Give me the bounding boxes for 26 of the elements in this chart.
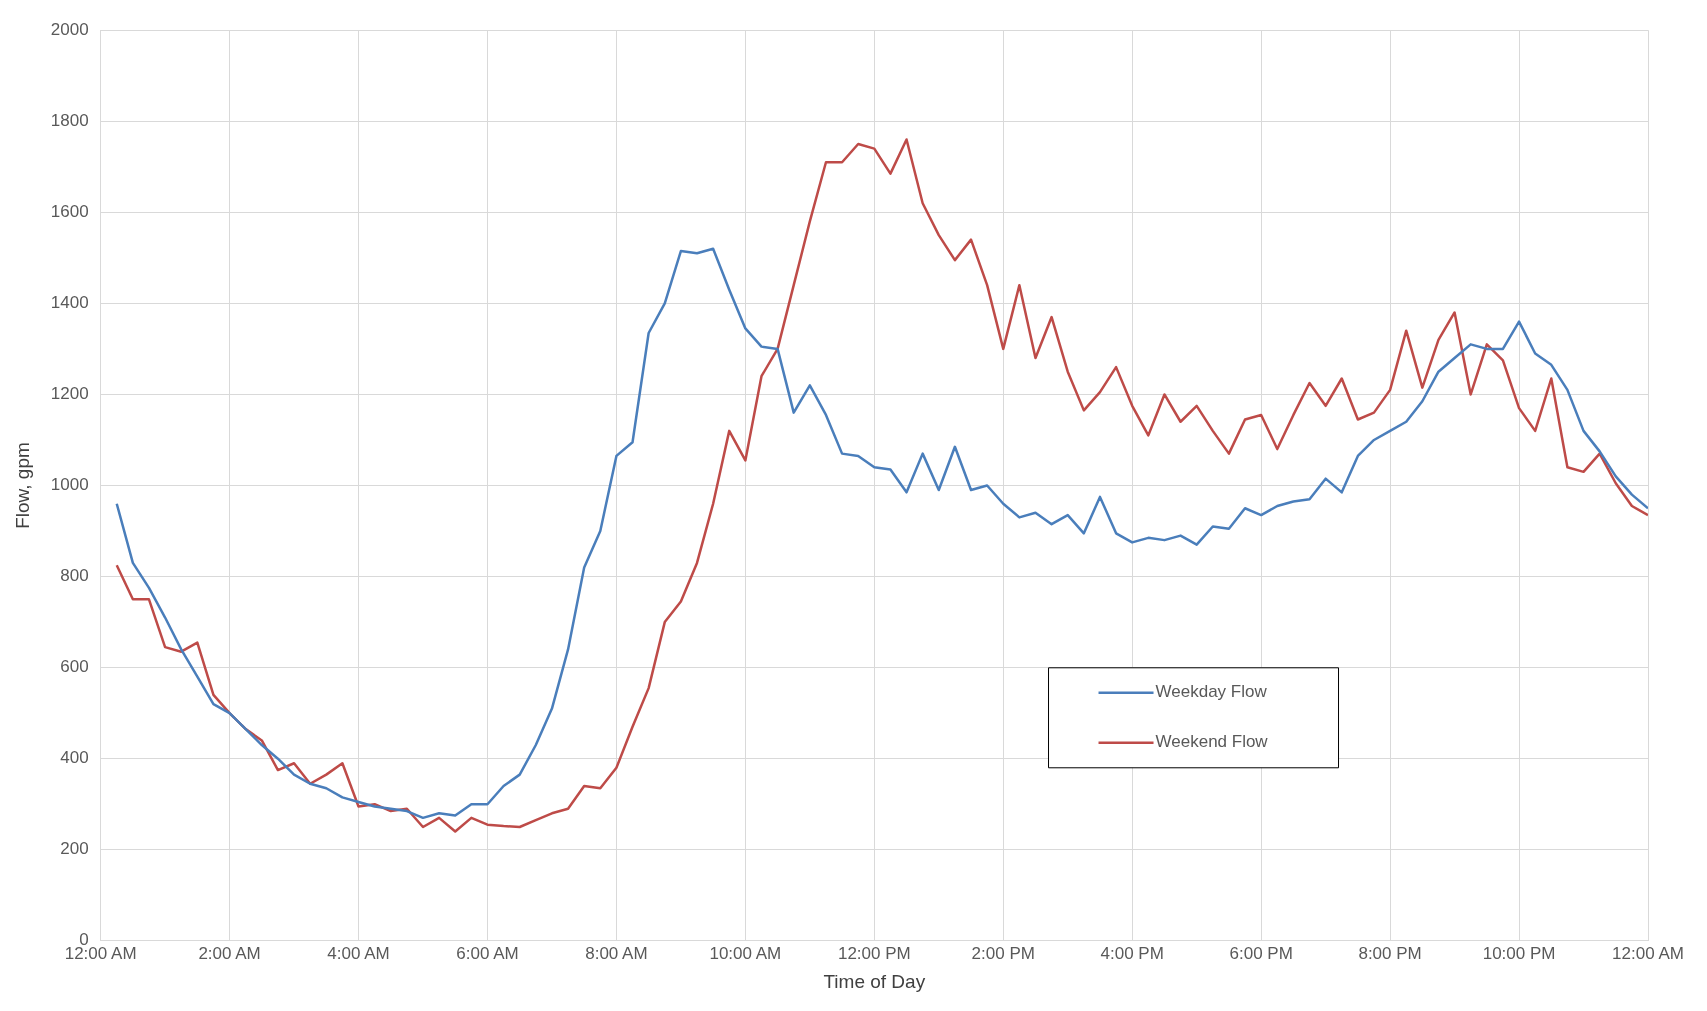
y-tick-label: 800 xyxy=(60,566,89,586)
y-tick-label: 400 xyxy=(60,748,89,768)
x-tick-label: 2:00 PM xyxy=(971,943,1035,963)
x-tick-label: 6:00 PM xyxy=(1229,943,1293,963)
y-tick-label: 1000 xyxy=(50,475,89,495)
y-tick-label: 1200 xyxy=(50,384,89,404)
x-tick-label: 6:00 AM xyxy=(456,943,519,963)
x-tick-label: 10:00 AM xyxy=(709,943,782,963)
y-tick-label: 200 xyxy=(60,839,89,859)
y-tick-label: 600 xyxy=(60,657,89,677)
x-axis-title: Time of Day xyxy=(823,970,926,992)
x-tick-label: 12:00 AM xyxy=(1612,943,1684,963)
x-tick-label: 4:00 AM xyxy=(327,943,390,963)
x-tick-label: 10:00 PM xyxy=(1482,943,1556,963)
y-tick-label: 1800 xyxy=(50,110,89,130)
y-tick-label: 1600 xyxy=(50,202,89,222)
legend-label: Weekday Flow xyxy=(1155,682,1268,702)
legend-label: Weekend Flow xyxy=(1155,732,1269,752)
y-tick-label: 2000 xyxy=(50,19,89,39)
y-tick-label: 1400 xyxy=(50,293,89,313)
x-tick-label: 12:00 PM xyxy=(837,943,911,963)
x-tick-label: 8:00 PM xyxy=(1358,943,1422,963)
x-tick-label: 8:00 AM xyxy=(585,943,648,963)
x-tick-label: 4:00 PM xyxy=(1100,943,1164,963)
x-tick-label: 2:00 AM xyxy=(198,943,261,963)
y-axis-title: Flow, gpm xyxy=(11,442,33,529)
